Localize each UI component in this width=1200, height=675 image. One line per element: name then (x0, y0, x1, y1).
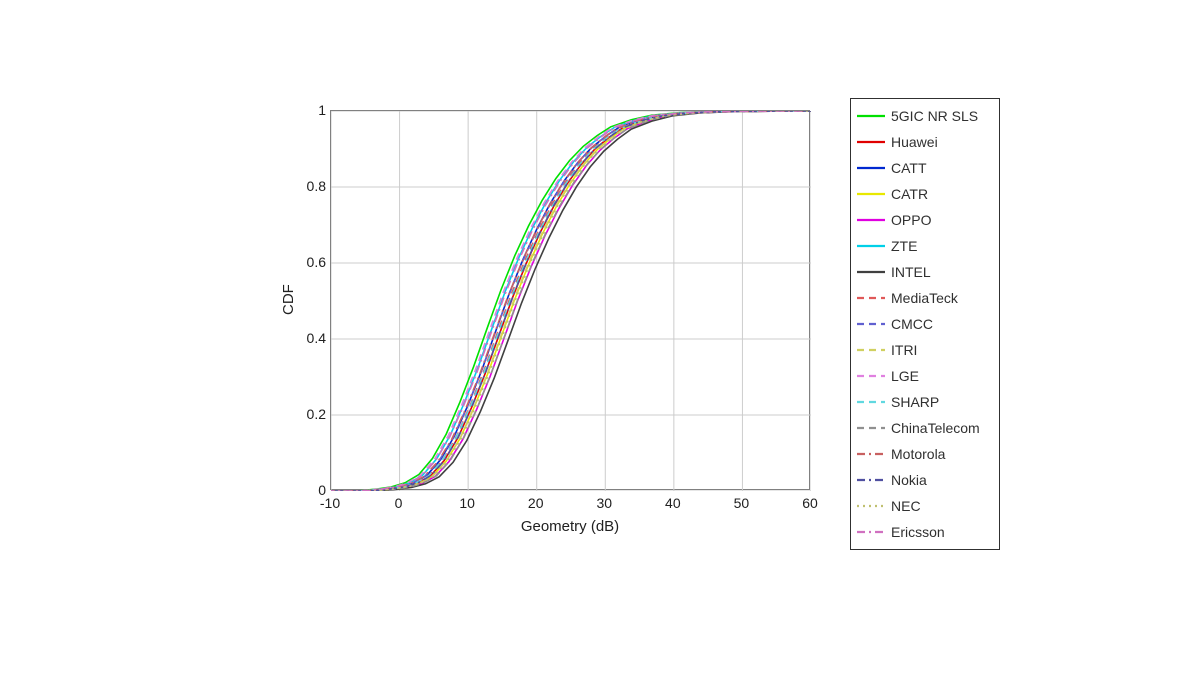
series-cmcc (331, 111, 809, 491)
x-axis-label: Geometry (dB) (330, 518, 810, 535)
legend-label: Motorola (891, 446, 945, 462)
legend-label: Huawei (891, 134, 938, 150)
legend-label: ITRI (891, 342, 917, 358)
y-tick: 0.6 (300, 254, 326, 270)
legend-swatch (857, 135, 885, 149)
x-tick: 40 (665, 495, 681, 511)
legend-label: Ericsson (891, 524, 945, 540)
legend-item: LGE (857, 363, 993, 389)
legend-label: NEC (891, 498, 921, 514)
legend-swatch (857, 369, 885, 383)
cdf-chart: -100102030405060 00.20.40.60.81 Geometry… (260, 100, 830, 560)
legend-item: Motorola (857, 441, 993, 467)
plot-svg (331, 111, 811, 491)
legend-swatch (857, 473, 885, 487)
legend-swatch (857, 213, 885, 227)
series-zte (331, 111, 807, 491)
series-oppo (339, 111, 811, 491)
gridlines (331, 111, 811, 491)
legend-swatch (857, 291, 885, 305)
legend-item: MediaTeck (857, 285, 993, 311)
legend-label: ZTE (891, 238, 917, 254)
legend-label: CATR (891, 186, 928, 202)
legend-item: ITRI (857, 337, 993, 363)
series-mediateck (333, 111, 811, 491)
legend-label: SHARP (891, 394, 939, 410)
legend-label: 5GIC NR SLS (891, 108, 978, 124)
x-tick: 60 (802, 495, 818, 511)
y-tick: 1 (300, 102, 326, 118)
series-5gic-nr-sls (331, 111, 803, 491)
legend-swatch (857, 343, 885, 357)
x-tick: 50 (734, 495, 750, 511)
legend-item: CMCC (857, 311, 993, 337)
legend-swatch (857, 187, 885, 201)
legend-item: Nokia (857, 467, 993, 493)
legend-item: CATT (857, 155, 993, 181)
y-tick: 0.8 (300, 178, 326, 194)
legend-label: LGE (891, 368, 919, 384)
legend-swatch (857, 525, 885, 539)
series-catt (331, 111, 811, 491)
legend-label: MediaTeck (891, 290, 958, 306)
x-tick: 0 (395, 495, 403, 511)
legend-label: INTEL (891, 264, 931, 280)
legend-item: OPPO (857, 207, 993, 233)
series-chinatelecom (341, 111, 811, 491)
x-tick: 30 (596, 495, 612, 511)
legend-swatch (857, 265, 885, 279)
legend: 5GIC NR SLS Huawei CATT CATR OPPO ZTE INTEL Med… (850, 98, 1000, 550)
series-intel (343, 111, 811, 491)
legend-swatch (857, 395, 885, 409)
legend-label: CATT (891, 160, 927, 176)
legend-item: CATR (857, 181, 993, 207)
legend-swatch (857, 421, 885, 435)
legend-item: NEC (857, 493, 993, 519)
legend-swatch (857, 109, 885, 123)
legend-label: Nokia (891, 472, 927, 488)
legend-swatch (857, 447, 885, 461)
y-axis-label: CDF (280, 110, 297, 490)
legend-label: CMCC (891, 316, 933, 332)
y-tick: 0.2 (300, 406, 326, 422)
legend-swatch (857, 239, 885, 253)
legend-item: 5GIC NR SLS (857, 103, 993, 129)
legend-swatch (857, 317, 885, 331)
x-tick: 10 (459, 495, 475, 511)
y-tick: 0 (300, 482, 326, 498)
legend-swatch (857, 161, 885, 175)
legend-label: OPPO (891, 212, 931, 228)
series-huawei (334, 111, 811, 491)
legend-label: ChinaTelecom (891, 420, 980, 436)
plot-area (330, 110, 810, 490)
legend-item: SHARP (857, 389, 993, 415)
legend-item: ChinaTelecom (857, 415, 993, 441)
legend-swatch (857, 499, 885, 513)
legend-item: Huawei (857, 129, 993, 155)
legend-item: INTEL (857, 259, 993, 285)
curves (331, 111, 811, 491)
x-tick: 20 (528, 495, 544, 511)
legend-item: ZTE (857, 233, 993, 259)
legend-item: Ericsson (857, 519, 993, 545)
y-tick: 0.4 (300, 330, 326, 346)
series-sharp (332, 111, 811, 491)
